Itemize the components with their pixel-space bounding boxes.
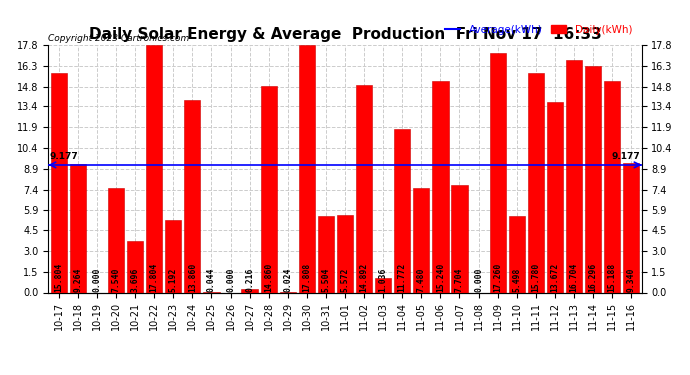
Text: 5.572: 5.572: [340, 267, 350, 292]
Bar: [566, 60, 582, 292]
Text: 17.804: 17.804: [150, 262, 159, 292]
Bar: [489, 53, 506, 292]
Text: 5.504: 5.504: [322, 267, 331, 292]
Bar: [299, 45, 315, 292]
Text: 15.804: 15.804: [55, 262, 63, 292]
Text: 15.240: 15.240: [436, 262, 445, 292]
Text: 1.036: 1.036: [379, 267, 388, 292]
Bar: [127, 241, 144, 292]
Text: 7.540: 7.540: [112, 267, 121, 292]
Bar: [375, 278, 391, 292]
Title: Daily Solar Energy & Average  Production  Fri Nov 17  16:33: Daily Solar Energy & Average Production …: [88, 27, 602, 42]
Bar: [337, 215, 353, 292]
Text: 9.177: 9.177: [49, 152, 78, 161]
Text: 13.672: 13.672: [551, 262, 560, 292]
Bar: [451, 185, 468, 292]
Bar: [528, 73, 544, 292]
Text: 11.772: 11.772: [397, 262, 406, 292]
Bar: [509, 216, 525, 292]
Text: 0.000: 0.000: [92, 267, 101, 292]
Bar: [623, 163, 640, 292]
Bar: [241, 290, 257, 292]
Text: 0.216: 0.216: [245, 267, 254, 292]
Text: 16.296: 16.296: [589, 262, 598, 292]
Bar: [585, 66, 601, 292]
Text: 9.264: 9.264: [73, 267, 82, 292]
Bar: [546, 102, 563, 292]
Bar: [604, 81, 620, 292]
Text: 9.177: 9.177: [612, 152, 641, 161]
Bar: [356, 86, 372, 292]
Text: 0.024: 0.024: [284, 267, 293, 292]
Text: 16.704: 16.704: [569, 262, 578, 292]
Legend: Average(kWh), Daily(kWh): Average(kWh), Daily(kWh): [441, 21, 636, 39]
Text: 7.704: 7.704: [455, 267, 464, 292]
Text: 7.480: 7.480: [417, 267, 426, 292]
Text: 0.000: 0.000: [226, 267, 235, 292]
Bar: [261, 86, 277, 292]
Bar: [165, 220, 181, 292]
Text: 15.780: 15.780: [531, 262, 540, 292]
Text: 5.498: 5.498: [512, 267, 521, 292]
Text: 14.892: 14.892: [359, 262, 368, 292]
Bar: [108, 188, 124, 292]
Text: 17.808: 17.808: [302, 262, 311, 292]
Bar: [394, 129, 411, 292]
Text: 17.260: 17.260: [493, 262, 502, 292]
Bar: [146, 45, 162, 292]
Bar: [318, 216, 334, 292]
Text: 13.860: 13.860: [188, 262, 197, 292]
Text: 0.044: 0.044: [207, 267, 216, 292]
Bar: [413, 189, 429, 292]
Bar: [50, 73, 67, 292]
Text: 0.000: 0.000: [474, 267, 483, 292]
Text: 3.696: 3.696: [130, 267, 139, 292]
Bar: [184, 100, 201, 292]
Text: 9.340: 9.340: [627, 267, 635, 292]
Bar: [70, 164, 86, 292]
Text: Copyright 2023 Cartronics.com: Copyright 2023 Cartronics.com: [48, 33, 190, 42]
Text: 14.860: 14.860: [264, 262, 273, 292]
Text: 5.192: 5.192: [169, 267, 178, 292]
Text: 15.188: 15.188: [608, 262, 617, 292]
Bar: [433, 81, 448, 292]
